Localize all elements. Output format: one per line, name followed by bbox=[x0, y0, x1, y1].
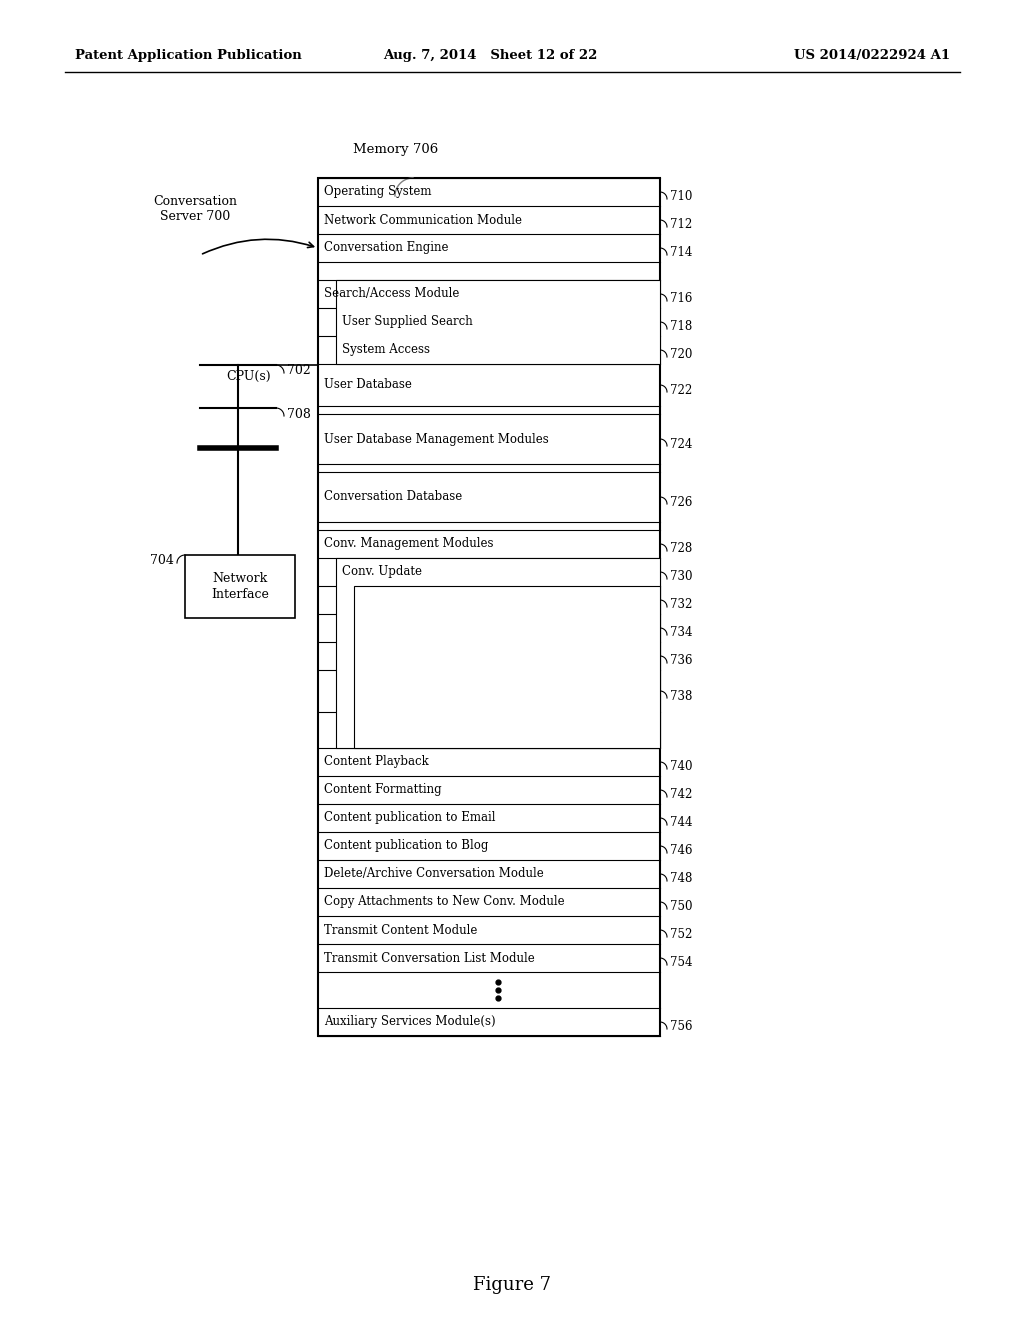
Text: Conversation Engine: Conversation Engine bbox=[324, 242, 449, 255]
Text: 748: 748 bbox=[670, 873, 692, 886]
Text: 712: 712 bbox=[670, 219, 692, 231]
Text: 732: 732 bbox=[670, 598, 692, 611]
Text: 708: 708 bbox=[287, 408, 311, 421]
Text: User Database: User Database bbox=[324, 379, 412, 392]
Text: 714: 714 bbox=[670, 247, 692, 260]
Text: 718: 718 bbox=[670, 321, 692, 334]
Text: Transmit Content Module: Transmit Content Module bbox=[324, 924, 477, 936]
Text: 724: 724 bbox=[670, 437, 692, 450]
Bar bbox=[336, 280, 660, 364]
Text: Content Formatting: Content Formatting bbox=[324, 784, 441, 796]
Text: 746: 746 bbox=[670, 845, 692, 858]
Text: Content Playback: Content Playback bbox=[324, 755, 429, 768]
Text: 756: 756 bbox=[670, 1020, 692, 1034]
Text: Conversation Database: Conversation Database bbox=[324, 491, 462, 503]
Text: Operating System: Operating System bbox=[324, 186, 431, 198]
Text: User Database Management Modules: User Database Management Modules bbox=[324, 433, 549, 446]
Text: Memory 706: Memory 706 bbox=[353, 144, 438, 157]
Text: Conv. Management Modules: Conv. Management Modules bbox=[324, 537, 494, 550]
Text: 750: 750 bbox=[670, 900, 692, 913]
Text: Auxiliary Services Module(s): Auxiliary Services Module(s) bbox=[324, 1015, 496, 1028]
Text: Patent Application Publication: Patent Application Publication bbox=[75, 49, 302, 62]
Text: 704: 704 bbox=[151, 554, 174, 568]
Text: Content publication to Blog: Content publication to Blog bbox=[324, 840, 488, 853]
Bar bbox=[185, 554, 295, 618]
Text: Figure 7: Figure 7 bbox=[473, 1276, 551, 1294]
Text: 716: 716 bbox=[670, 293, 692, 305]
Text: 740: 740 bbox=[670, 760, 692, 774]
Text: Cooperative Editing Module: Cooperative Editing Module bbox=[360, 649, 528, 663]
Text: Conv. Update: Conv. Update bbox=[342, 565, 422, 578]
Text: US 2014/0222924 A1: US 2014/0222924 A1 bbox=[794, 49, 950, 62]
Text: 738: 738 bbox=[670, 689, 692, 702]
Text: 720: 720 bbox=[670, 348, 692, 362]
Text: Add New Participant to Conversation
Module: Add New Participant to Conversation Modu… bbox=[360, 676, 582, 705]
Bar bbox=[354, 586, 660, 748]
Text: 752: 752 bbox=[670, 928, 692, 941]
Bar bbox=[318, 178, 660, 1036]
Text: Transmit Conversation List Module: Transmit Conversation List Module bbox=[324, 952, 535, 965]
Text: 742: 742 bbox=[670, 788, 692, 801]
Text: Aug. 7, 2014   Sheet 12 of 22: Aug. 7, 2014 Sheet 12 of 22 bbox=[383, 49, 597, 62]
Text: User Supplied Search: User Supplied Search bbox=[342, 315, 473, 329]
Text: System Access: System Access bbox=[342, 343, 430, 356]
Text: 722: 722 bbox=[670, 384, 692, 396]
Text: Add/Delete Content Module: Add/Delete Content Module bbox=[360, 594, 526, 606]
Text: Network Communication Module: Network Communication Module bbox=[324, 214, 522, 227]
Text: Content publication to Email: Content publication to Email bbox=[324, 812, 496, 825]
Text: Split Content Contr. Module: Split Content Contr. Module bbox=[360, 622, 528, 635]
Text: 736: 736 bbox=[670, 655, 692, 668]
Text: Search/Access Module: Search/Access Module bbox=[324, 288, 460, 301]
Text: 744: 744 bbox=[670, 817, 692, 829]
Text: 726: 726 bbox=[670, 495, 692, 508]
Text: 734: 734 bbox=[670, 627, 692, 639]
Text: 754: 754 bbox=[670, 957, 692, 969]
Text: 702: 702 bbox=[287, 364, 310, 378]
Bar bbox=[336, 558, 660, 748]
Text: CPU(s): CPU(s) bbox=[226, 370, 270, 383]
Text: 728: 728 bbox=[670, 543, 692, 556]
Text: Conversation
Server 700: Conversation Server 700 bbox=[153, 195, 237, 223]
Text: Delete/Archive Conversation Module: Delete/Archive Conversation Module bbox=[324, 867, 544, 880]
Text: Copy Attachments to New Conv. Module: Copy Attachments to New Conv. Module bbox=[324, 895, 564, 908]
Text: Network
Interface: Network Interface bbox=[211, 573, 269, 601]
Text: 730: 730 bbox=[670, 570, 692, 583]
Text: 710: 710 bbox=[670, 190, 692, 203]
